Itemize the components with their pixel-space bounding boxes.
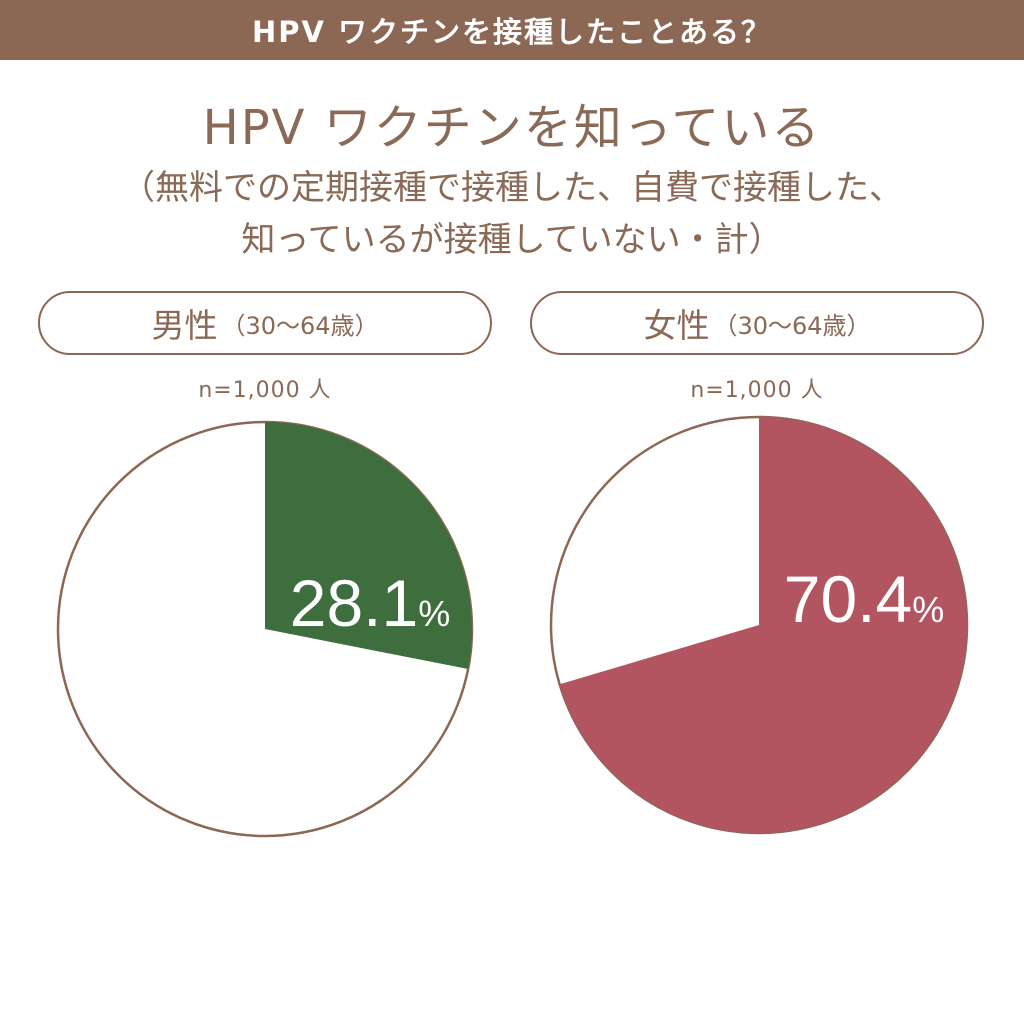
female-group-label: 女性 （30〜64歳） bbox=[530, 291, 984, 355]
male-value-unit: % bbox=[418, 593, 450, 634]
male-age-range: （30〜64歳） bbox=[221, 311, 379, 340]
female-pie-aware-slice bbox=[559, 417, 968, 833]
female-age-range: （30〜64歳） bbox=[713, 311, 871, 340]
female-value-number: 70.4 bbox=[784, 562, 912, 636]
female-sample-size: n=1,000 人 bbox=[690, 378, 824, 403]
subtitle-line-2: 知っているが接種していない・計） bbox=[241, 220, 783, 260]
male-pie-aware-slice bbox=[265, 422, 473, 670]
male-pie-value-label: 28.1% bbox=[290, 566, 450, 640]
female-label: 女性 bbox=[643, 306, 710, 345]
subtitle-line-1: （無料での定期接種で接種した、自費で接種した、 bbox=[121, 168, 903, 208]
chart-title: HPV ワクチンを知っている bbox=[202, 100, 822, 156]
banner-title: HPV ワクチンを接種したことある？ bbox=[251, 15, 773, 49]
male-value-number: 28.1 bbox=[290, 566, 418, 640]
male-group-label: 男性 （30〜64歳） bbox=[38, 291, 492, 355]
header-banner: HPV ワクチンを接種したことある？ bbox=[0, 0, 1024, 60]
female-value-unit: % bbox=[912, 589, 944, 630]
male-pie-chart: 28.1% bbox=[56, 420, 474, 838]
female-pie-value-label: 70.4% bbox=[784, 562, 944, 636]
chart-subtitle: （無料での定期接種で接種した、自費で接種した、 知っているが接種していない・計） bbox=[0, 162, 1024, 266]
male-sample-size: n=1,000 人 bbox=[198, 378, 332, 403]
female-pie-chart: 70.4% bbox=[549, 415, 969, 835]
male-label: 男性 bbox=[151, 306, 218, 345]
